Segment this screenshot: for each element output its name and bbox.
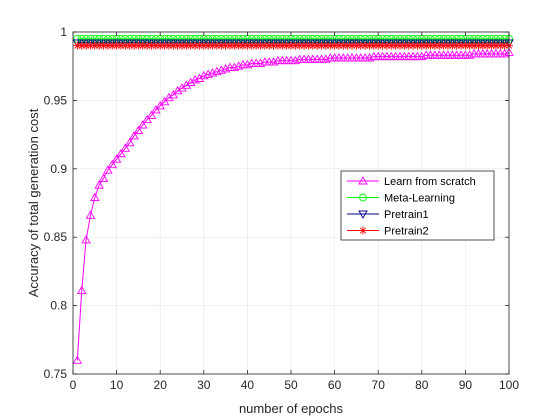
x-tick-label: 20 (154, 378, 168, 392)
data-point (181, 80, 192, 89)
legend-label: Pretrain2 (384, 226, 429, 238)
legend-item: Pretrain2 (347, 226, 429, 238)
y-tick-label: 0.75 (44, 367, 68, 381)
y-tick-label: 0.85 (44, 230, 68, 244)
series-layer (72, 34, 514, 364)
data-point (107, 159, 118, 169)
x-tick-label: 40 (241, 378, 255, 392)
legend: Learn from scratch Meta-Learning Pretrain1… (340, 170, 495, 241)
data-point (116, 148, 126, 158)
data-point (168, 90, 179, 99)
legend-label: Pretrain1 (384, 209, 429, 221)
data-point (98, 173, 109, 182)
legend-marker (358, 210, 368, 219)
data-point (159, 96, 170, 106)
data-point (124, 137, 135, 147)
legend-label: Meta-Learning (384, 193, 455, 205)
legend-marker (358, 176, 368, 185)
data-point (85, 210, 96, 219)
data-point (120, 143, 131, 152)
data-point (146, 110, 157, 119)
legend-item: Pretrain1 (347, 209, 429, 221)
data-point (151, 105, 161, 114)
data-point (177, 83, 187, 92)
x-tick-label: 50 (284, 378, 298, 392)
y-tick-label: 0.9 (50, 162, 67, 176)
data-point (129, 131, 139, 140)
data-point (94, 180, 104, 189)
series-learn-from-scratch (72, 47, 514, 364)
axis-ticks: 0 10 20 30 40 50 60 70 80 90 100 0.75 0.8 0.85 0.9 0.95… (44, 25, 520, 392)
x-tick-label: 30 (197, 378, 211, 392)
data-point (172, 85, 183, 95)
data-point (76, 285, 87, 295)
data-point (185, 77, 196, 87)
legend-marker (359, 193, 367, 202)
data-point (137, 120, 148, 129)
x-tick-label: 0 (70, 378, 77, 392)
data-point (103, 165, 113, 174)
data-point (90, 192, 100, 201)
x-tick-label: 60 (328, 378, 342, 392)
data-point (155, 100, 165, 110)
x-tick-label: 100 (499, 378, 519, 392)
data-point (72, 355, 83, 364)
x-tick-label: 70 (372, 378, 386, 392)
legend-item: Meta-Learning (347, 193, 455, 205)
data-point (164, 92, 174, 102)
data-point (111, 154, 122, 163)
legend-label: Learn from scratch (384, 176, 476, 188)
x-axis-label: number of epochs (239, 401, 344, 416)
x-tick-label: 90 (459, 378, 473, 392)
legend-marker (359, 226, 367, 235)
data-point (142, 114, 152, 124)
y-axis-label: Accuracy of total generation cost (26, 108, 41, 297)
y-tick-label: 0.95 (44, 93, 68, 107)
x-tick-label: 80 (415, 378, 429, 392)
data-point (194, 73, 205, 82)
data-point (81, 235, 91, 244)
y-tick-label: 1 (60, 25, 67, 39)
data-point (133, 125, 144, 134)
series-pretrain2 (73, 41, 513, 50)
legend-item: Learn from scratch (347, 176, 476, 188)
x-tick-label: 10 (110, 378, 124, 392)
y-tick-label: 0.8 (50, 299, 67, 313)
